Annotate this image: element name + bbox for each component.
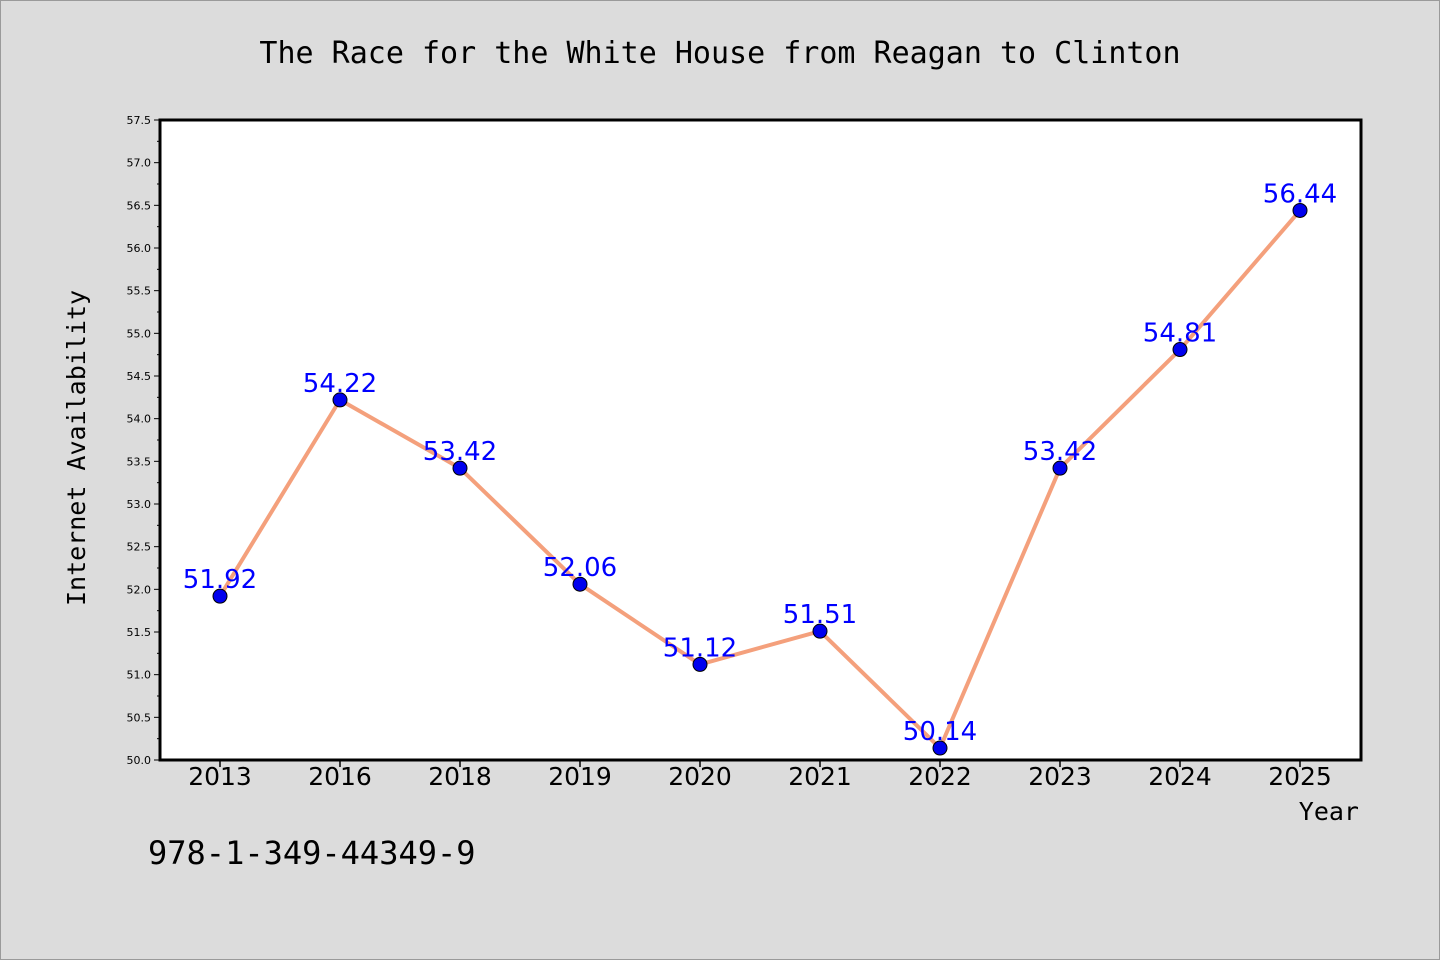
y-tick-label: 53.5 <box>127 455 152 468</box>
data-label: 51.92 <box>183 565 257 595</box>
data-point <box>452 460 468 476</box>
data-label: 54.81 <box>1143 319 1217 349</box>
data-label: 56.44 <box>1263 179 1337 209</box>
y-tick-label: 56.5 <box>127 199 152 212</box>
data-label: 51.51 <box>783 600 857 630</box>
x-tick-label: 2024 <box>1148 762 1212 791</box>
x-tick-label: 2023 <box>1028 762 1092 791</box>
data-labels: 51.92 54.22 53.42 52.06 51.12 51.51 50.14 53.42… <box>183 179 1337 747</box>
y-tick-label: 51.5 <box>127 626 152 639</box>
data-point <box>572 576 588 592</box>
x-axis: 2013 2016 2018 2019 2020 2021 2022 2023 2024 2025 <box>188 760 1332 791</box>
series-markers <box>212 202 1308 756</box>
y-tick-label: 53.0 <box>127 498 152 511</box>
data-label: 53.42 <box>423 437 497 467</box>
y-tick-label: 55.0 <box>127 327 152 340</box>
x-tick-label: 2022 <box>908 762 972 791</box>
data-point <box>212 588 228 604</box>
x-tick-label: 2020 <box>668 762 732 791</box>
data-point <box>932 740 948 756</box>
data-label: 52.06 <box>543 553 617 583</box>
y-tick-label: 56.0 <box>127 242 152 255</box>
y-tick-label: 57.0 <box>127 157 152 170</box>
y-axis-title: Internet Availability <box>62 290 91 606</box>
x-tick-label: 2025 <box>1268 762 1332 791</box>
x-tick-label: 2016 <box>308 762 372 791</box>
x-tick-label: 2019 <box>548 762 612 791</box>
y-tick-label: 57.5 <box>127 114 152 127</box>
series-line <box>218 209 1302 751</box>
y-tick-label: 51.0 <box>127 669 152 682</box>
data-label: 50.14 <box>903 717 977 747</box>
data-point <box>692 656 708 672</box>
data-label: 53.42 <box>1023 437 1097 467</box>
data-label: 51.12 <box>663 633 737 663</box>
y-tick-label: 55.5 <box>127 285 152 298</box>
y-tick-label: 54.5 <box>127 370 152 383</box>
y-tick-label: 52.5 <box>127 541 152 554</box>
series-polyline <box>218 209 1302 751</box>
data-point <box>1172 342 1188 358</box>
x-axis-title: Year <box>1299 797 1359 826</box>
data-point <box>332 392 348 408</box>
chart-title: The Race for the White House from Reagan… <box>259 36 1180 71</box>
x-tick-label: 2018 <box>428 762 492 791</box>
y-tick-label: 50.5 <box>127 711 152 724</box>
y-tick-label: 50.0 <box>127 754 152 767</box>
y-tick-label: 52.0 <box>127 583 152 596</box>
x-tick-label: 2021 <box>788 762 852 791</box>
y-axis: 50.0 50.5 51.0 51.5 52.0 52.5 53.0 53.5 54.0 54.5… <box>127 114 160 767</box>
plot-area <box>158 118 1363 762</box>
data-point <box>1052 460 1068 476</box>
y-tick-label: 54.0 <box>127 413 152 426</box>
x-tick-label: 2013 <box>188 762 252 791</box>
isbn-text: 978-1-349-44349-9 <box>148 834 476 872</box>
data-point <box>1292 202 1308 218</box>
data-point <box>812 623 828 639</box>
data-label: 54.22 <box>303 369 377 399</box>
